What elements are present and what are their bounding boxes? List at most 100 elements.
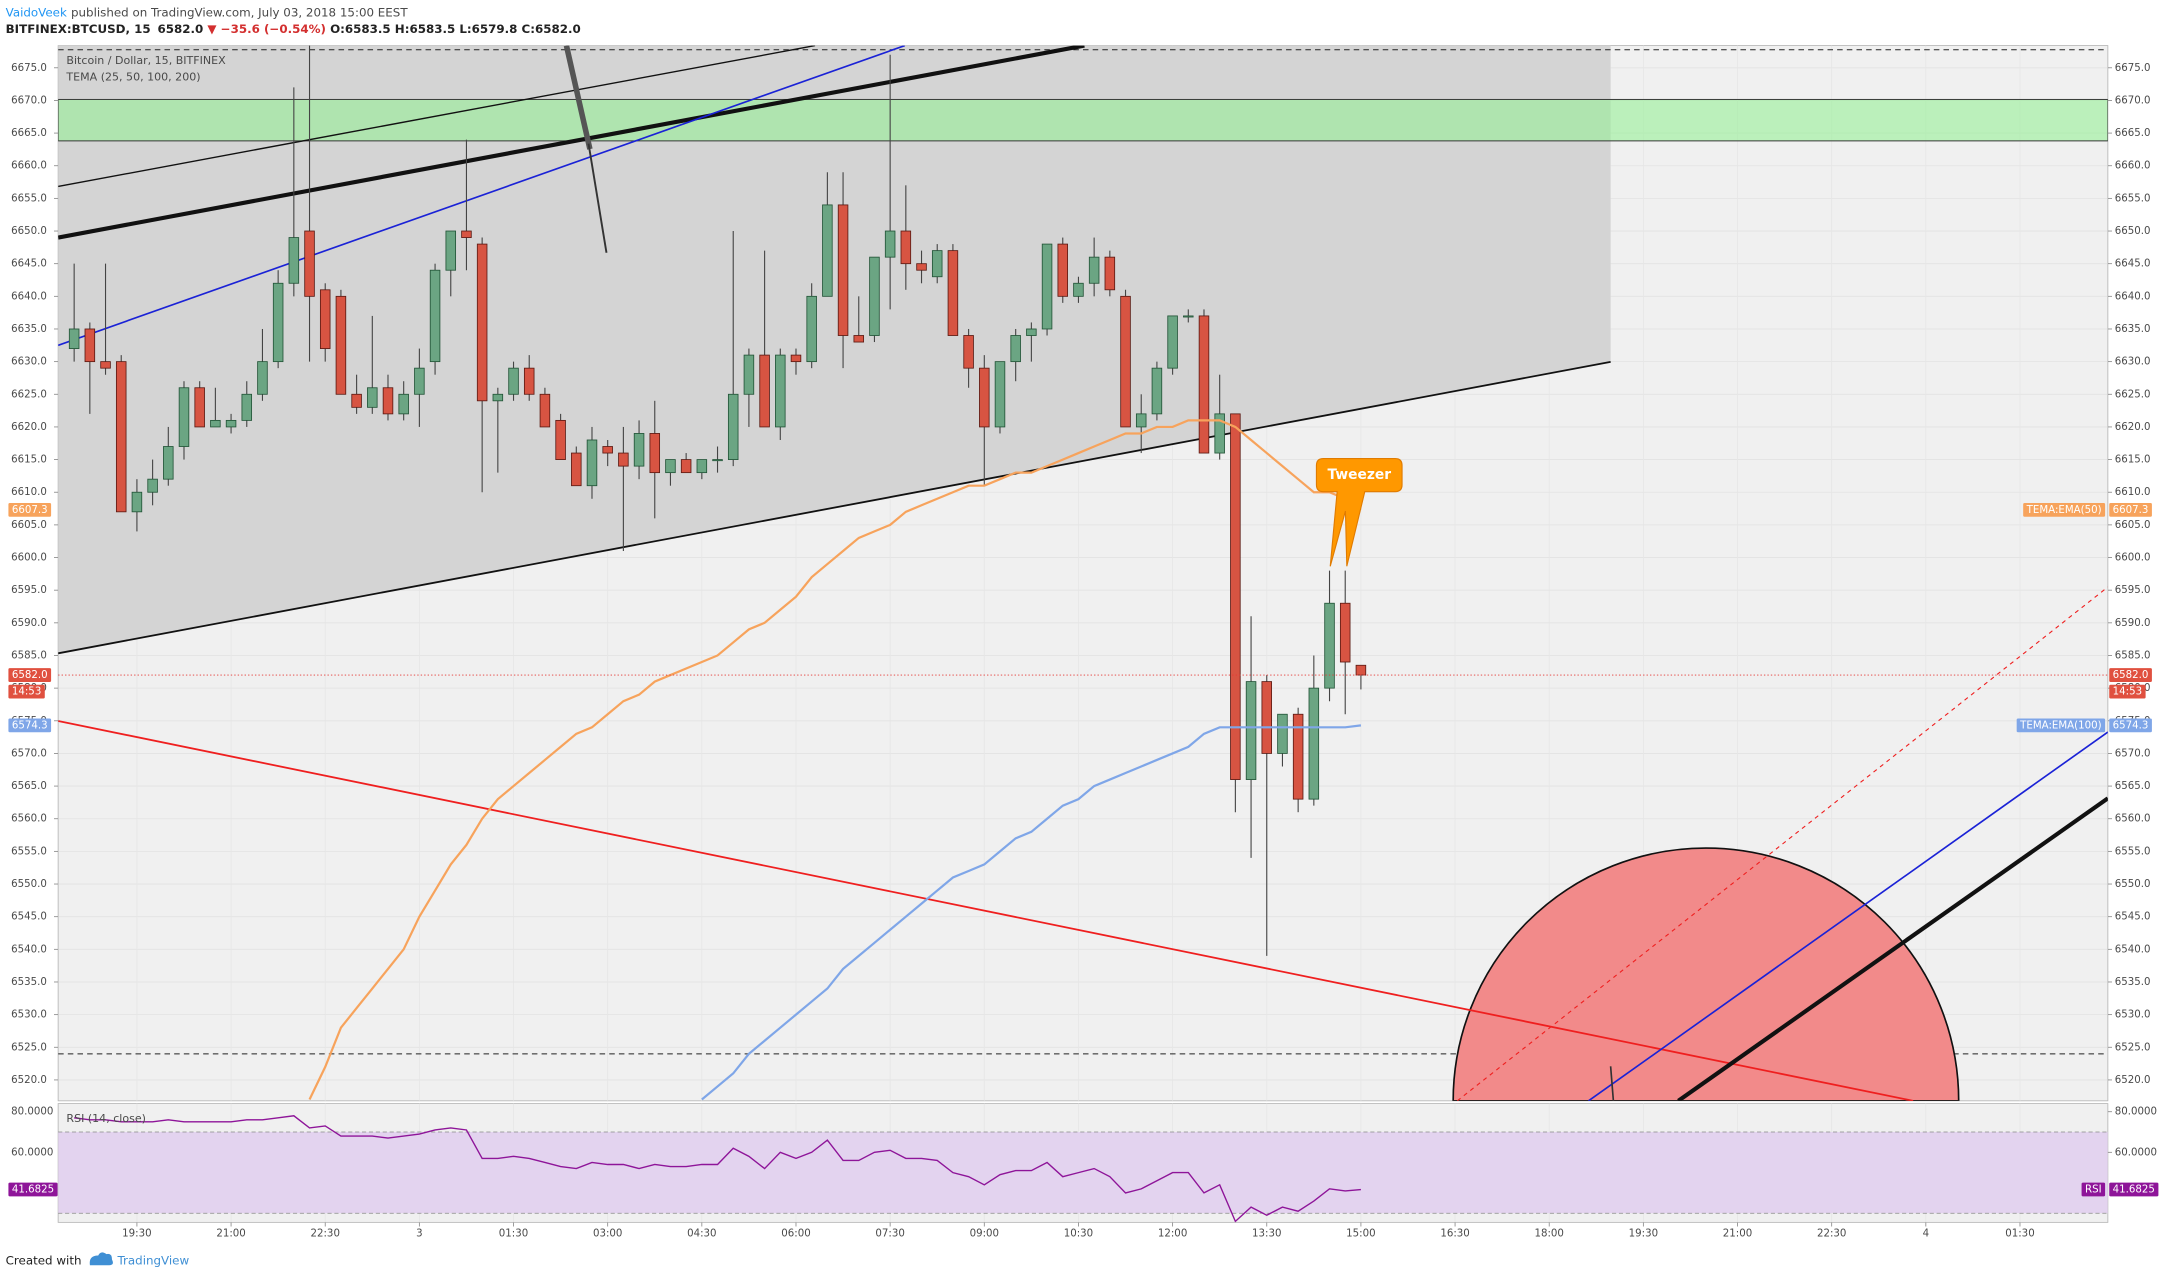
axes: 6520.0 6520.0 6525.0 6525.0 6530.0 6530.0 6535… xyxy=(8,63,2159,1239)
candle-body xyxy=(743,354,755,395)
y-tick-label: 6625.0 xyxy=(11,389,47,400)
price-change: ▼ −35.6 (−0.54%) xyxy=(207,22,326,36)
candle-body xyxy=(916,263,927,271)
rsi-value-label-box xyxy=(8,1182,58,1197)
candle-body xyxy=(1135,413,1147,428)
tema-line xyxy=(308,419,1362,1100)
price-label-box xyxy=(8,668,52,682)
rsi-legend: RSI (14, close) xyxy=(66,1112,146,1125)
candle-body xyxy=(727,393,739,460)
y-tick-label: 6655.0 xyxy=(11,193,47,204)
candle-body xyxy=(853,335,865,343)
pitch-line xyxy=(1609,1066,1615,1101)
blue-trend-line xyxy=(58,45,906,347)
x-tick-label: 19:30 xyxy=(1629,1228,1658,1239)
candle-body xyxy=(790,354,802,363)
candle-body xyxy=(367,387,378,408)
rsi-plot xyxy=(74,1115,1361,1223)
green-zone xyxy=(58,98,2108,142)
y-tick-label: 6565.0 xyxy=(2115,781,2151,792)
tradingview-logo[interactable] xyxy=(89,1252,113,1266)
y-tick-label: 6650.0 xyxy=(11,226,47,237)
candle-body xyxy=(241,393,253,421)
symbol-legend: Bitcoin / Dollar, 15, BITFINEX xyxy=(66,54,226,67)
candle-body xyxy=(178,387,190,447)
countdown-label-box xyxy=(8,684,45,699)
candle-body xyxy=(618,452,629,467)
series-value-label-box xyxy=(8,502,52,517)
candle-body xyxy=(1324,602,1335,689)
candle-body xyxy=(414,367,425,395)
author[interactable]: VaidoVeek xyxy=(6,5,67,19)
candle-body xyxy=(1198,315,1210,454)
price-label: 6582.0 xyxy=(2109,668,2152,682)
series-name: TEMA:EMA(50) xyxy=(2026,505,2102,516)
candle-body xyxy=(1057,243,1069,297)
candle-body xyxy=(822,204,833,297)
candle-body xyxy=(680,459,692,474)
candle-body xyxy=(712,459,723,462)
candle-body xyxy=(1339,602,1351,663)
y-tick-label: 6600.0 xyxy=(11,553,47,564)
candle-body xyxy=(1041,243,1053,330)
drawings xyxy=(58,45,2108,1101)
pitch-line xyxy=(587,143,608,253)
candle-body xyxy=(649,433,661,474)
trend-line-thick xyxy=(58,45,1085,240)
candle-body xyxy=(461,230,472,238)
series-name-label: TEMA:EMA(100) xyxy=(2016,718,2106,733)
x-tick-label: 01:30 xyxy=(499,1228,528,1239)
candle-body xyxy=(304,230,315,297)
x-tick-label: 4 xyxy=(1923,1228,1930,1239)
y-tick-label: 6555.0 xyxy=(11,846,47,857)
candle-body xyxy=(1308,687,1320,800)
ohlc: O:6583.5 H:6583.5 L:6579.8 C:6582.0 xyxy=(330,22,581,36)
candle-body xyxy=(1120,295,1131,428)
countdown-label-text: 14:53 xyxy=(12,687,41,698)
y-tick-label: 6660.0 xyxy=(2115,161,2151,172)
candle-body xyxy=(1073,282,1084,297)
y-tick-label: 6570.0 xyxy=(2115,748,2151,759)
candle-body xyxy=(1183,315,1194,318)
y-tick-label: 6605.0 xyxy=(2115,520,2151,531)
series-value-label-box xyxy=(8,718,52,733)
y-tick-label: 6540.0 xyxy=(2115,944,2151,955)
footer-brand[interactable]: TradingView xyxy=(117,1254,190,1268)
y-tick-label: 6620.0 xyxy=(2115,422,2151,433)
series-name-label: TEMA:EMA(50) xyxy=(2023,502,2106,517)
callout-shape xyxy=(1315,458,1403,567)
x-tick-label: 13:30 xyxy=(1252,1228,1281,1239)
gray-channel xyxy=(58,45,1611,654)
candle-body xyxy=(131,491,143,513)
candle-body xyxy=(84,328,96,363)
candle-body xyxy=(225,419,237,428)
candle-body xyxy=(900,230,912,265)
series-name-box xyxy=(2016,718,2106,733)
y-tick-label: 6595.0 xyxy=(2115,585,2151,596)
x-tick-label: 15:00 xyxy=(1346,1228,1375,1239)
y-tick-label: 6655.0 xyxy=(2115,193,2151,204)
x-tick-label: 16:30 xyxy=(1440,1228,1469,1239)
x-tick-label: 21:00 xyxy=(1723,1228,1752,1239)
series-value-label-text: 6574.3 xyxy=(2113,720,2149,731)
countdown-label-text: 14:53 xyxy=(2113,687,2142,698)
y-tick-label: 6625.0 xyxy=(2115,389,2151,400)
y-tick-label: 6610.0 xyxy=(11,487,47,498)
series-value-label: 6607.3 xyxy=(2109,502,2152,517)
series-name-box xyxy=(2023,502,2106,517)
candle-body xyxy=(979,367,990,428)
red-circle xyxy=(1452,847,1960,1101)
trend-line-thick xyxy=(1677,796,2108,1101)
tweezer-callout[interactable]: Tweezer xyxy=(1315,458,1403,567)
candle-body xyxy=(884,230,896,258)
y-tick-label: 6620.0 xyxy=(11,422,47,433)
candle-body xyxy=(351,393,362,408)
x-tick-label: 19:30 xyxy=(122,1228,151,1239)
series-value-label: 6574.3 xyxy=(2109,718,2152,733)
series-name: TEMA:EMA(100) xyxy=(2019,720,2102,731)
y-tick-label: 6635.0 xyxy=(11,324,47,335)
y-tick-label: 6545.0 xyxy=(2115,912,2151,923)
y-tick-label: 6635.0 xyxy=(2115,324,2151,335)
y-tick-label: 6525.0 xyxy=(11,1042,47,1053)
y-tick-label: 6605.0 xyxy=(11,520,47,531)
